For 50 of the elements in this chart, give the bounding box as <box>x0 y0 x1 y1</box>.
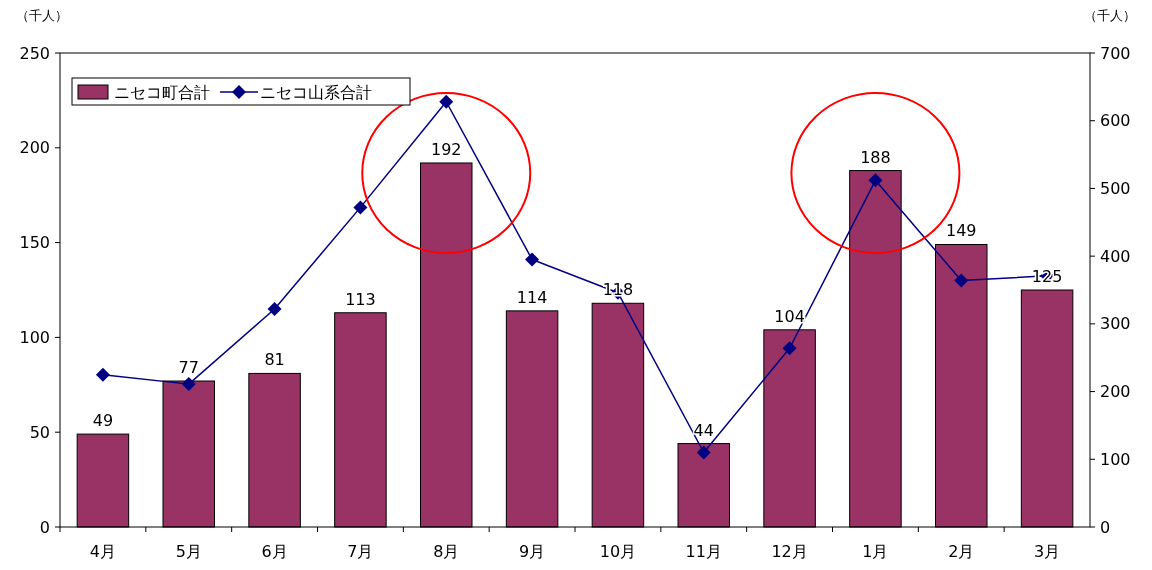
y-tick-label: 250 <box>19 43 50 63</box>
point <box>267 301 282 316</box>
y2-tick-label: 100 <box>1100 449 1131 469</box>
point <box>954 273 969 288</box>
x-tick-label: 9月 <box>518 542 546 561</box>
y2-tick-label: 200 <box>1100 382 1131 402</box>
y2-tick-label: 500 <box>1100 179 1131 199</box>
data-label: 113 <box>345 289 376 309</box>
y-tick-label: 50 <box>29 422 50 442</box>
y-tick-label: 100 <box>19 328 50 347</box>
point <box>439 94 454 109</box>
y-tick-label: 0 <box>39 517 50 537</box>
data-label: 81 <box>264 350 285 370</box>
data-label: 192 <box>430 139 462 159</box>
y-axis-title: （千人） <box>16 8 68 23</box>
y-tick-label: 150 <box>19 233 50 253</box>
x-tick-label: 8月 <box>433 542 460 561</box>
x-tick-label: 1月 <box>862 542 889 561</box>
point <box>525 252 540 267</box>
data-label: 104 <box>774 306 805 326</box>
x-tick-label: 11月 <box>685 542 722 561</box>
data-label: 77 <box>178 358 199 378</box>
x-tick-label: 6月 <box>261 542 288 561</box>
y2-tick-label: 400 <box>1100 246 1131 266</box>
y-tick-label: 200 <box>19 138 50 158</box>
point <box>95 367 110 382</box>
data-label: 188 <box>860 147 891 167</box>
point <box>181 377 196 392</box>
point <box>353 200 368 215</box>
data-label: 114 <box>516 287 548 307</box>
y2-tick-label: 700 <box>1100 43 1131 63</box>
point <box>696 445 711 460</box>
x-tick-label: 7月 <box>347 542 374 561</box>
y2-tick-label: 600 <box>1100 111 1131 131</box>
legend-label: ニセコ町合計 <box>114 82 210 102</box>
x-tick-label: 3月 <box>1033 542 1061 561</box>
y2-tick-label: 300 <box>1100 314 1131 334</box>
point <box>782 341 797 356</box>
legend-label: ニセコ山系合計 <box>260 82 372 102</box>
x-tick-label: 5月 <box>175 542 202 561</box>
x-tick-label: 10月 <box>599 542 637 561</box>
x-tick-label: 4月 <box>89 542 117 561</box>
data-label: 149 <box>945 221 977 241</box>
x-tick-label: 2月 <box>948 542 975 561</box>
point <box>868 173 883 188</box>
y2-tick-label: 0 <box>1100 517 1111 537</box>
x-tick-label: 12月 <box>771 542 808 561</box>
y2-axis-title: （千人） <box>1084 8 1136 23</box>
data-label: 44 <box>693 420 714 440</box>
data-label: 49 <box>92 411 114 431</box>
